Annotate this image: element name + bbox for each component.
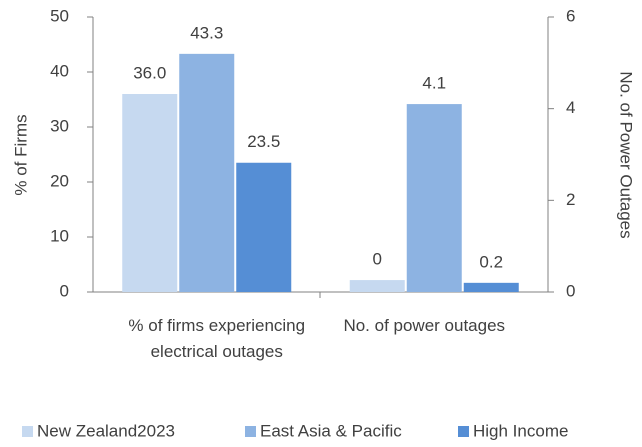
bar [122,94,178,292]
y-tick-label: 40 [50,61,69,80]
legend-swatch [458,426,469,437]
data-label: 0 [373,250,382,269]
data-label: 4.1 [422,74,446,93]
x-tick-label: No. of power outages [343,316,505,335]
y2-tick-label: 4 [566,98,575,117]
data-label: 43.3 [190,23,223,42]
bar [463,282,519,292]
y-tick-label: 20 [50,171,69,190]
y-tick-label: 50 [50,6,69,25]
y2-tick-label: 0 [566,281,575,300]
y-tick-label: 30 [50,116,69,135]
y-axis-title: % of Firms [11,114,30,195]
y2-tick-label: 2 [566,190,575,209]
legend-label: High Income [473,421,568,440]
legend-swatch [22,426,33,437]
data-label: 23.5 [247,132,280,151]
y2-tick-label: 6 [566,6,575,25]
x-tick-label: % of firms experiencing electrical outage… [128,316,305,361]
bar [179,53,235,292]
y-tick-label: 10 [50,226,69,245]
legend-swatch [245,426,256,437]
data-label: 0.2 [479,252,503,271]
y-tick-label: 0 [60,281,69,300]
bar [406,104,462,292]
legend-label: New Zealand2023 [37,421,175,440]
bar [349,280,405,292]
bar [236,162,292,292]
data-label: 36.0 [133,63,166,82]
y2-axis-title: No. of Power Outages [617,71,636,238]
legend-label: East Asia & Pacific [260,421,402,440]
